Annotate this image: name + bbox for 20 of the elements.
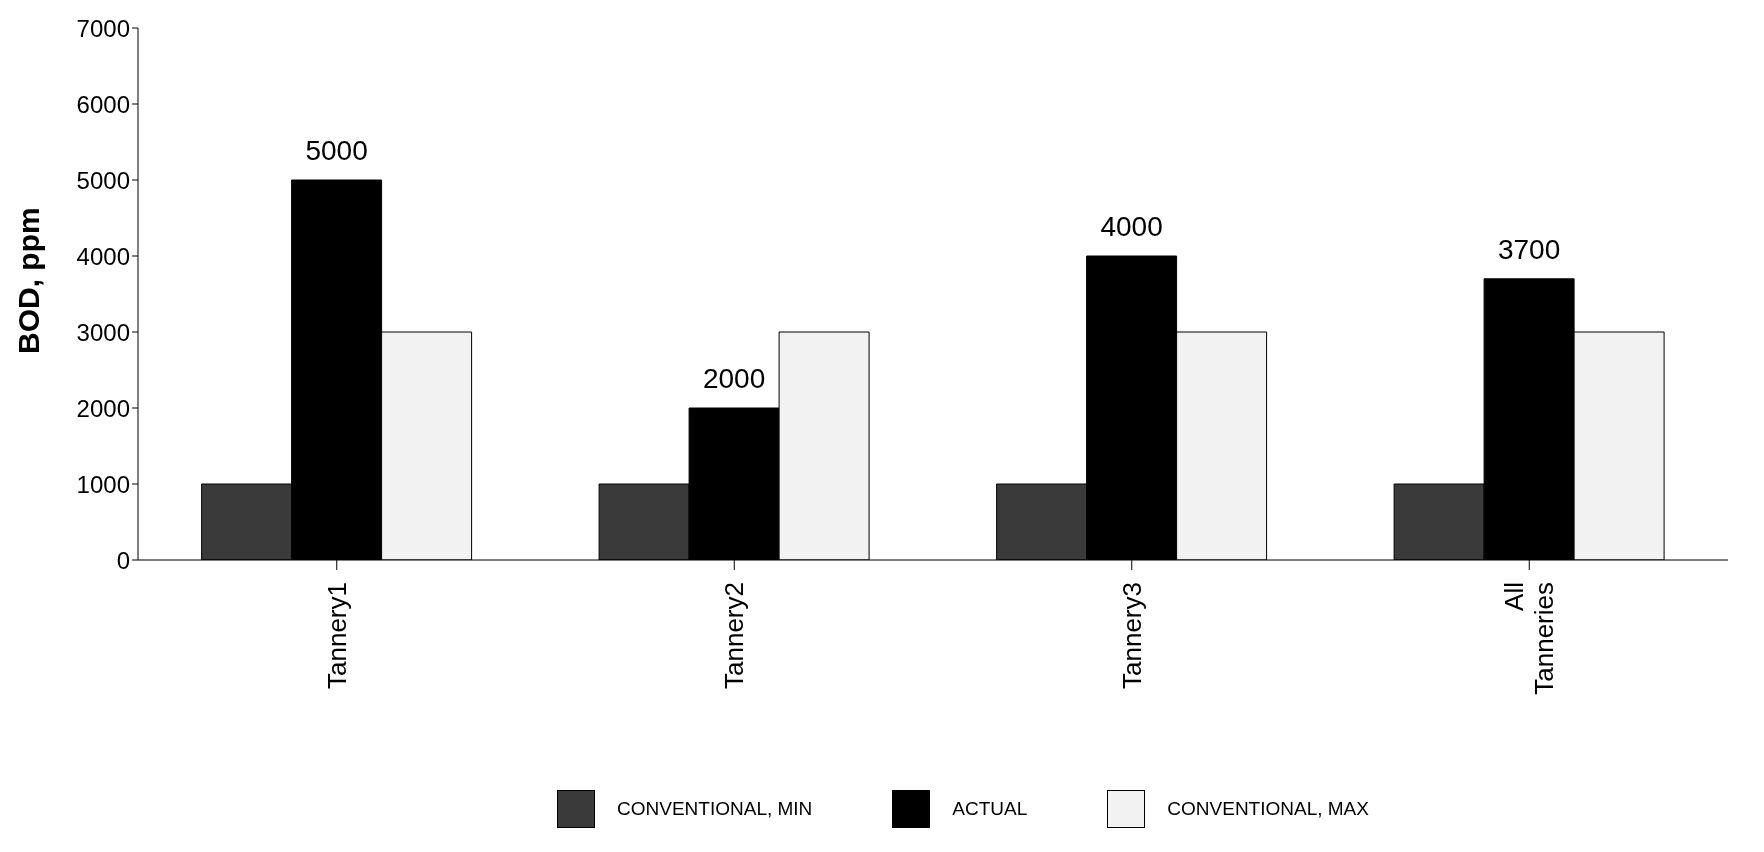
y-tick-label: 6000 — [76, 90, 130, 118]
data-label: 2000 — [702, 363, 766, 394]
y-tick-label: 1000 — [76, 470, 130, 498]
y-tick-label: 2000 — [76, 394, 130, 422]
y-tick-label: 7000 — [76, 14, 130, 42]
legend-label: CONVENTIONAL, MAX — [1167, 798, 1369, 820]
x-tick-label: Tannery3 — [1116, 582, 1147, 689]
y-tick-label: 4000 — [76, 242, 130, 270]
data-label: 5000 — [305, 135, 368, 166]
x-tick-label: All Tanneries — [1499, 582, 1560, 695]
y-tick-label: 0 — [116, 546, 130, 574]
y-tick-label: 3000 — [76, 318, 130, 346]
data-label: 3700 — [1497, 233, 1561, 265]
legend-label: CONVENTIONAL, MIN — [617, 798, 813, 820]
data-label: 4000 — [1100, 211, 1163, 242]
x-tick-label: Tannery2 — [719, 582, 750, 689]
y-axis-title: BOD, ppm — [11, 207, 45, 354]
legend-label: ACTUAL — [952, 798, 1028, 820]
y-tick-label: 5000 — [76, 166, 130, 194]
x-tick-label: Tannery1 — [321, 582, 352, 689]
